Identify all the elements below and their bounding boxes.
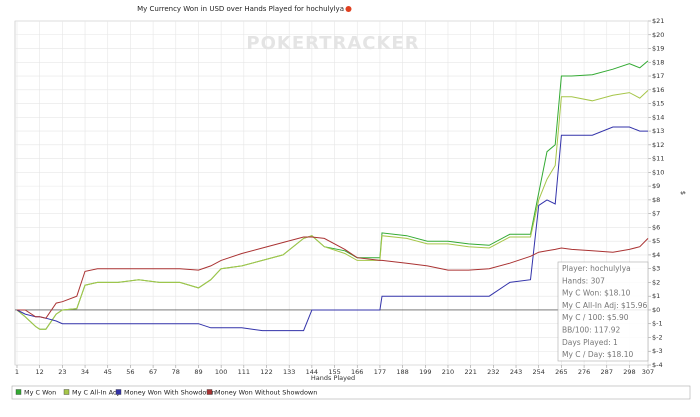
x-tick-label: 100 <box>215 368 227 376</box>
x-tick-label: 122 <box>260 368 272 376</box>
info-line: My C All-In Adj: $15.96 <box>562 301 647 310</box>
y-tick-label: $-2 <box>652 333 663 341</box>
y-tick-label: $3 <box>652 265 660 273</box>
y-axis-label: $ <box>679 191 687 195</box>
y-tick-label: $5 <box>652 237 660 245</box>
series-line <box>16 90 649 330</box>
x-tick-label: 155 <box>328 368 340 376</box>
y-tick-label: $-3 <box>652 347 663 355</box>
y-tick-label: $18 <box>652 58 664 66</box>
legend-label: Money Won Without Showdown <box>215 389 317 397</box>
y-tick-label: $21 <box>652 17 664 25</box>
y-tick-label: $20 <box>652 31 664 39</box>
y-tick-label: $16 <box>652 86 664 94</box>
legend-swatch <box>115 389 122 395</box>
x-tick-label: 89 <box>194 368 202 376</box>
y-tick-label: $12 <box>652 141 664 149</box>
y-tick-label: $8 <box>652 196 660 204</box>
x-tick-label: 34 <box>81 368 89 376</box>
x-tick-label: 307 <box>642 368 654 376</box>
x-tick-label: 188 <box>396 368 408 376</box>
y-tick-label: $13 <box>652 127 664 135</box>
y-tick-label: $6 <box>652 223 660 231</box>
info-line: My C Won: $18.10 <box>562 289 631 298</box>
x-tick-label: 45 <box>104 368 112 376</box>
y-tick-label: $-4 <box>652 361 663 369</box>
info-line: BB/100: 117.92 <box>562 326 621 335</box>
x-tick-label: 243 <box>510 368 522 376</box>
legend-box <box>11 385 691 400</box>
info-line: My C / Day: $18.10 <box>562 350 633 359</box>
info-box-frame <box>557 261 649 362</box>
chart-title: My Currency Won in USD over Hands Played… <box>137 5 344 13</box>
y-tick-label: $17 <box>652 72 664 80</box>
x-tick-label: 166 <box>351 368 363 376</box>
legend-swatch <box>63 389 70 395</box>
info-box: Player: hochulylya Hands: 307 My C Won: $1… <box>557 261 649 362</box>
x-tick-label: 56 <box>126 368 134 376</box>
y-tick-label: $15 <box>652 100 664 108</box>
watermark: POKERTRACKER <box>246 33 419 54</box>
x-tick-label: 12 <box>36 368 44 376</box>
x-tick-label: 287 <box>601 368 613 376</box>
y-tick-label: $10 <box>652 168 664 176</box>
x-tick-label: 23 <box>58 368 66 376</box>
info-line: My C / 100: $5.90 <box>562 313 629 322</box>
title-icon <box>345 6 352 12</box>
x-tick-label: 67 <box>149 368 157 376</box>
legend-label: My C Won <box>24 389 56 397</box>
legend-label: Money Won With Showdown <box>124 389 216 397</box>
y-tick-label: $-1 <box>652 320 663 328</box>
x-tick-label: 144 <box>306 368 318 376</box>
plot-area <box>14 20 649 366</box>
x-axis-label: Hands Played <box>311 374 355 382</box>
series-line <box>17 236 649 319</box>
info-line: Player: hochulylya <box>562 264 631 273</box>
x-tick-label: 1 <box>15 368 19 376</box>
series-line <box>16 126 648 332</box>
x-tick-label: 265 <box>555 368 567 376</box>
x-tick-label: 276 <box>578 368 590 376</box>
x-tick-label: 298 <box>623 368 635 376</box>
y-tick-label: $0 <box>652 306 660 314</box>
info-line: Hands: 307 <box>562 276 605 285</box>
legend-swatch <box>206 389 213 395</box>
x-tick-label: 78 <box>172 368 180 376</box>
x-tick-label: 221 <box>464 368 476 376</box>
y-tick-label: $7 <box>652 210 660 218</box>
legend-label: My C All-In Adj <box>72 389 119 397</box>
x-tick-label: 111 <box>238 368 250 376</box>
y-tick-label: $14 <box>652 113 664 121</box>
y-tick-label: $1 <box>652 292 660 300</box>
y-tick-label: $9 <box>652 182 660 190</box>
legend-swatch <box>15 389 22 395</box>
y-tick-label: $19 <box>652 45 664 53</box>
y-tick-label: $11 <box>652 155 664 163</box>
y-tick-label: $2 <box>652 278 660 286</box>
x-tick-label: 177 <box>374 368 386 376</box>
x-tick-label: 232 <box>487 368 499 376</box>
y-tick-label: $4 <box>652 251 660 259</box>
info-line: Days Played: 1 <box>562 338 618 347</box>
x-tick-label: 210 <box>442 368 454 376</box>
x-tick-label: 199 <box>419 368 431 376</box>
x-tick-label: 133 <box>283 368 295 376</box>
x-tick-label: 254 <box>532 368 544 376</box>
